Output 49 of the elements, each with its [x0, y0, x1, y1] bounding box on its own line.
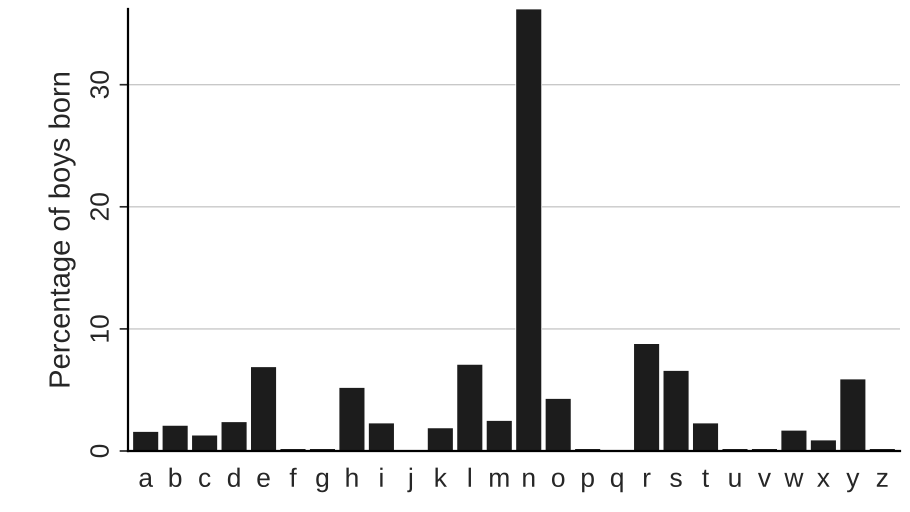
- x-tick-label: i: [380, 468, 383, 487]
- x-tick-label: x: [817, 472, 830, 487]
- x-tick-label: r: [644, 472, 651, 487]
- x-tick-label: a: [139, 472, 154, 488]
- bar: [544, 398, 572, 451]
- x-tick-label: e: [257, 472, 270, 488]
- bar: [839, 378, 866, 451]
- bar: [250, 366, 277, 451]
- bar: [515, 9, 542, 451]
- x-tick-label: g: [316, 472, 328, 492]
- bar: [662, 370, 690, 451]
- x-tick-label: u: [729, 472, 741, 488]
- y-tick-label: 10: [90, 315, 109, 342]
- y-axis-title: Percentage of boys born: [48, 72, 76, 386]
- x-tick-label: b: [170, 468, 182, 488]
- x-tick-label: y: [846, 472, 860, 492]
- y-tick-label: 30: [90, 71, 109, 98]
- y-tick-label: 0: [90, 444, 109, 458]
- x-tick-label: t: [702, 470, 709, 487]
- x-tick-label: j: [407, 468, 412, 492]
- bar: [780, 430, 808, 451]
- bar: [338, 387, 366, 451]
- bar: [486, 420, 513, 451]
- bar: [368, 422, 395, 451]
- x-tick-label: q: [610, 472, 623, 492]
- x-tick-label: p: [582, 472, 594, 492]
- x-tick-label: z: [876, 472, 888, 487]
- bar: [810, 440, 837, 451]
- x-tick-label: d: [228, 468, 240, 488]
- bar: [132, 431, 160, 451]
- bar: [456, 364, 484, 451]
- x-tick-label: s: [670, 472, 682, 488]
- bar: [692, 422, 719, 451]
- bar: [633, 343, 660, 451]
- x-tick-label: m: [490, 472, 509, 487]
- x-tick-label: k: [436, 468, 447, 487]
- x-tick-label: w: [784, 472, 804, 487]
- x-tick-label: v: [758, 472, 771, 487]
- x-tick-label: c: [199, 472, 211, 488]
- x-tick-label: h: [346, 468, 358, 487]
- bar: [426, 427, 454, 451]
- x-tick-label: o: [552, 472, 564, 488]
- bar: [162, 424, 189, 451]
- y-tick-label: 20: [90, 193, 109, 220]
- x-tick-label: n: [523, 472, 534, 487]
- bar: [191, 434, 218, 451]
- x-tick-label: l: [468, 468, 471, 487]
- x-tick-label: f: [290, 468, 297, 487]
- bar: [220, 421, 248, 451]
